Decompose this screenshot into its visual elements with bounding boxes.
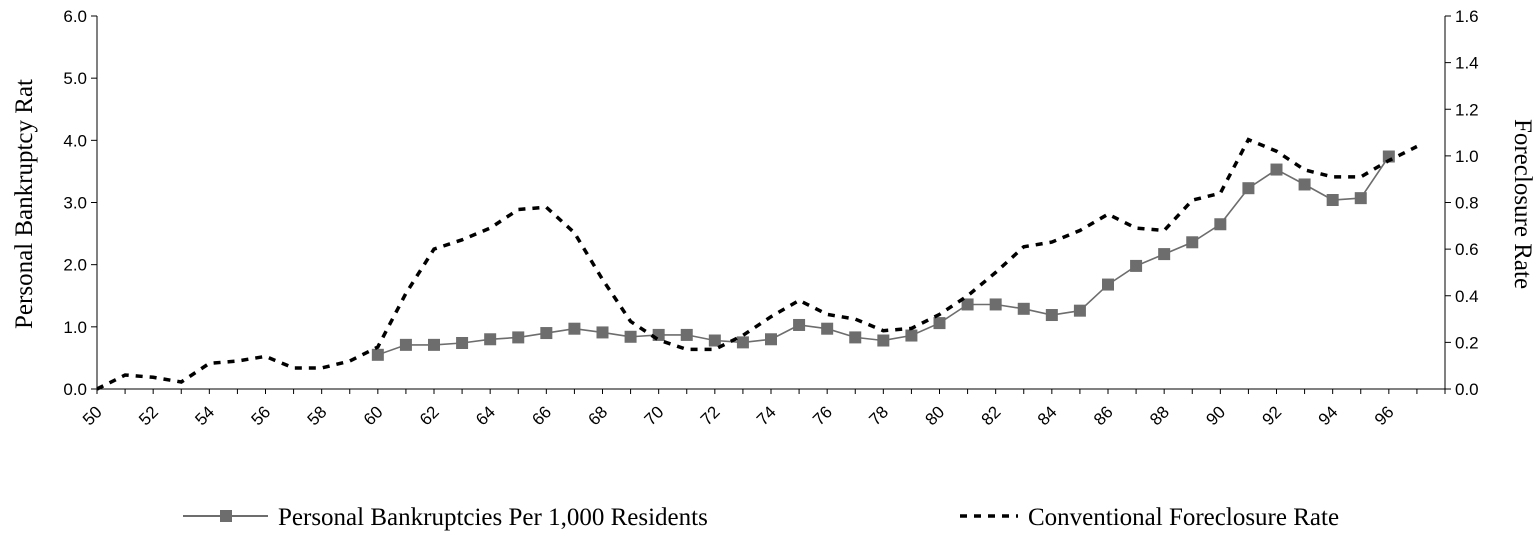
bankruptcy-data-point [624, 330, 637, 343]
bankruptcy-data-point [821, 322, 834, 335]
bankruptcy-data-point [1354, 192, 1367, 205]
left-y-tick-label: 5.0 [63, 69, 87, 88]
x-tick-label: 82 [978, 402, 1005, 429]
left-y-tick-label: 1.0 [63, 318, 87, 337]
x-tick-label: 96 [1371, 402, 1398, 429]
bankruptcy-data-point [1045, 309, 1058, 322]
x-tick-label: 92 [1259, 402, 1286, 429]
right-y-axis-title: Foreclosure Rate [1509, 119, 1536, 289]
right-y-tick-label: 1.2 [1455, 100, 1479, 119]
bankruptcy-series-line [377, 156, 1390, 356]
x-tick-label: 84 [1034, 402, 1061, 429]
x-tick-label: 76 [809, 402, 836, 429]
bankruptcy-data-point [989, 298, 1002, 311]
bankruptcy-data-point [428, 338, 440, 351]
left-y-tick-label: 4.0 [63, 131, 87, 150]
bankruptcy-data-point [765, 333, 777, 346]
series-layer [96, 137, 1418, 391]
bankruptcy-data-point [1270, 163, 1283, 176]
bankruptcy-data-point [708, 334, 721, 347]
bankruptcy-data-point [736, 336, 749, 349]
bankruptcy-data-point [512, 331, 525, 344]
bankruptcy-data-point [961, 298, 974, 311]
x-tick-label: 58 [304, 402, 331, 429]
bankruptcy-data-point [1326, 194, 1339, 207]
bankruptcy-data-point [399, 338, 412, 351]
x-tick-label: 50 [79, 402, 106, 429]
bankruptcy-data-point [540, 327, 553, 340]
left-y-tick-label: 3.0 [63, 194, 87, 213]
x-tick-label: 56 [248, 402, 275, 429]
x-tick-label: 62 [416, 402, 443, 429]
axes [91, 15, 1451, 394]
left-y-tick-label: 6.0 [63, 7, 87, 26]
x-tick-labels: 50 52 54 56 58 60 62 64 66 68 70 72 74 76 78 80 82 84 86 88… [79, 402, 1398, 429]
bankruptcy-data-point [1017, 302, 1030, 315]
bankruptcy-data-point [1073, 304, 1086, 317]
x-tick-label: 78 [865, 402, 892, 429]
left-y-tick-label: 2.0 [63, 256, 87, 275]
bankruptcy-data-point [1158, 248, 1171, 261]
legend-item-foreclosure: Conventional Foreclosure Rate [960, 504, 1339, 531]
bankruptcy-data-point [1102, 278, 1114, 291]
x-tick-label: 90 [1202, 402, 1229, 429]
bankruptcy-data-point [933, 317, 946, 330]
right-y-tick-label: 0.8 [1455, 194, 1479, 213]
bankruptcy-data-point [1130, 259, 1143, 272]
right-y-tick-label: 0.4 [1455, 287, 1479, 306]
legend-label-foreclosure: Conventional Foreclosure Rate [1028, 504, 1339, 531]
x-tick-label: 94 [1315, 402, 1342, 429]
bankruptcy-data-point [877, 334, 890, 347]
bankruptcy-data-point [484, 333, 497, 346]
bankruptcy-data-point [680, 328, 693, 341]
bankruptcy-data-point [596, 326, 609, 339]
foreclosure-series-line [96, 137, 1418, 391]
left-y-axis-title: Personal Bankruptcy Rat [11, 79, 38, 329]
bankruptcy-data-point [1242, 182, 1255, 195]
x-tick-label: 80 [922, 402, 949, 429]
x-tick-label: 86 [1090, 402, 1117, 429]
right-y-tick-label: 1.0 [1455, 147, 1479, 166]
x-tick-label: 64 [472, 402, 499, 429]
right-y-tick-label: 1.4 [1455, 54, 1479, 73]
x-tick-label: 68 [585, 402, 612, 429]
bankruptcy-data-point [793, 318, 806, 331]
x-tick-label: 52 [135, 402, 162, 429]
bankruptcy-data-point [905, 329, 918, 342]
bankruptcy-data-point [456, 336, 469, 349]
legend-item-bankruptcies: Personal Bankruptcies Per 1,000 Resident… [183, 504, 708, 531]
bankruptcy-data-point [849, 331, 862, 344]
right-y-tick-label: 1.6 [1455, 7, 1479, 26]
x-tick-label: 74 [753, 402, 780, 429]
bankruptcy-data-point [568, 322, 581, 335]
legend-label-bankruptcies: Personal Bankruptcies Per 1,000 Resident… [278, 504, 708, 531]
right-y-tick-label: 0.6 [1455, 240, 1479, 259]
right-y-tick-label: 0.0 [1455, 380, 1479, 399]
x-tick-label: 66 [528, 402, 555, 429]
x-tick-label: 88 [1146, 402, 1173, 429]
bankruptcy-data-point [371, 348, 384, 361]
legend: Personal Bankruptcies Per 1,000 Resident… [183, 504, 1339, 531]
left-y-tick-labels: 0.0 1.0 2.0 3.0 4.0 5.0 6.0 [63, 7, 87, 399]
x-tick-label: 60 [360, 402, 387, 429]
x-tick-label: 72 [697, 402, 724, 429]
right-y-tick-label: 0.2 [1455, 333, 1479, 352]
x-tick-label: 54 [191, 402, 218, 429]
x-tick-label: 70 [641, 402, 668, 429]
bankruptcy-data-point [1214, 218, 1227, 231]
bankruptcy-data-point [1186, 236, 1199, 249]
left-y-tick-label: 0.0 [63, 380, 87, 399]
bankruptcy-data-point [1298, 178, 1311, 191]
right-y-tick-labels: 0.0 0.2 0.4 0.6 0.8 1.0 1.2 1.4 1.6 [1455, 7, 1479, 399]
